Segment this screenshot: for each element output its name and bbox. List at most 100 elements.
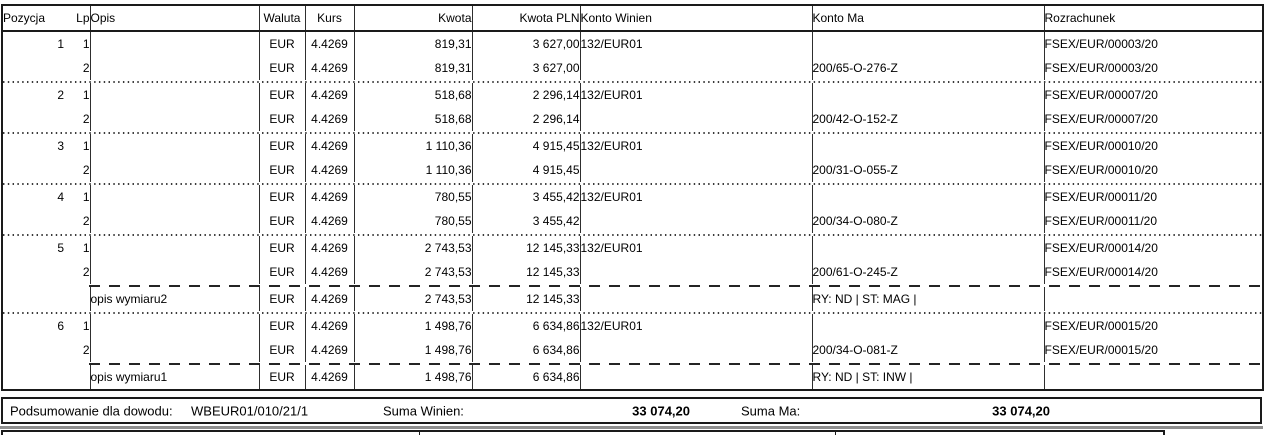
cell-waluta: EUR: [259, 338, 306, 362]
cell-rozrachunek: FSEX/EUR/00011/20: [1044, 214, 1158, 228]
cell-konto_ma: 200/61-O-245-Z: [812, 260, 1045, 284]
cell-konto_ma: 200/65-O-276-Z: [812, 56, 1045, 80]
cell-konto_ma: [812, 134, 1045, 158]
cell-kwota: 780,55: [354, 185, 473, 209]
cell-rozrachunek: FSEX/EUR/00011/20: [1044, 190, 1158, 204]
cell-waluta: EUR: [259, 287, 306, 311]
cell-kwota_pln: 3 455,42: [472, 185, 581, 209]
cell-rozrachunek: FSEX/EUR/00015/20: [1044, 343, 1158, 357]
cell-waluta: EUR: [259, 158, 306, 182]
cell-konto_winien: 132/EUR01: [580, 314, 813, 338]
cell-kwota_pln: 12 145,33: [472, 236, 581, 260]
cell-kurs: 4.4269: [305, 314, 355, 338]
cell-pozycja: 4: [57, 190, 64, 204]
cell-opis: [90, 134, 260, 158]
cell-waluta: EUR: [259, 365, 306, 390]
table-row: 5 1 EUR 4.4269 2 743,53 12 145,33 132/EUR01 FSE…: [2, 236, 1263, 260]
cell-kwota_pln: 2 296,14: [472, 83, 581, 107]
dashed-line: [89, 362, 1262, 365]
cell-pozycja: [2, 260, 64, 284]
cell-kurs: 4.4269: [305, 287, 355, 311]
cell-opis: [90, 185, 260, 209]
cell-kurs: 4.4269: [305, 158, 355, 182]
cell-pozycja: [2, 158, 64, 182]
cell-konto_ma: 200/34-O-081-Z: [812, 338, 1045, 362]
cell-waluta: EUR: [259, 260, 306, 284]
cell-rozrachunek: FSEX/EUR/00010/20: [1044, 163, 1158, 177]
cell-kwota: 2 743,53: [354, 287, 473, 311]
cell-kwota_pln: 6 634,86: [472, 338, 581, 362]
cell-opis: [90, 107, 260, 131]
cell-opis: [90, 314, 260, 338]
cell-konto_ma: [812, 314, 1045, 338]
dimension-separator: [2, 284, 1263, 287]
summary-shadow: [0, 426, 1263, 429]
summary-bar: Podsumowanie dla dowodu: WBEUR01/010/21/…: [1, 397, 1262, 424]
cell-pozycja: 5: [57, 241, 64, 255]
cell-pozycja: 3: [57, 139, 64, 153]
suma-ma-value: 33 074,20: [992, 403, 1050, 418]
next-section-partial: [1, 430, 1165, 435]
column-header-konto_winien: Konto Winien: [580, 5, 813, 32]
cell-lp: 2: [64, 56, 91, 80]
cell-lp: 1: [64, 134, 91, 158]
dotted-line: [3, 233, 1262, 236]
cell-opis: opis wymiaru1: [90, 365, 260, 390]
cell-lp: 1: [64, 185, 91, 209]
cell-kwota_pln: 12 145,33: [472, 287, 581, 311]
group-separator: [2, 182, 1263, 185]
group-separator: [2, 80, 1263, 83]
cell-kwota: 518,68: [354, 107, 473, 131]
cell-kwota: 1 498,76: [354, 338, 473, 362]
cell-lp: 1: [64, 31, 91, 56]
cell-konto_winien: [580, 209, 813, 233]
cell-kurs: 4.4269: [305, 338, 355, 362]
cell-kwota_pln: 4 915,45: [472, 134, 581, 158]
cell-kwota_pln: 12 145,33: [472, 260, 581, 284]
cell-konto_winien: [580, 107, 813, 131]
cell-rozrachunek: FSEX/EUR/00014/20: [1044, 265, 1158, 279]
cell-rozrachunek: FSEX/EUR/00007/20: [1044, 88, 1158, 102]
cell-rozrachunek: FSEX/EUR/00015/20: [1044, 319, 1158, 333]
cell-opis: [90, 56, 260, 80]
dimension-separator: [2, 362, 1263, 365]
cell-kwota_pln: 6 634,86: [472, 365, 581, 390]
cell-kwota_pln: 3 627,00: [472, 31, 581, 56]
cell-kwota_pln: 3 627,00: [472, 56, 581, 80]
cell-opis: [90, 31, 260, 56]
column-header-waluta: Waluta: [259, 5, 306, 32]
cell-kwota: 1 498,76: [354, 365, 473, 390]
table-row: 2 EUR 4.4269 780,55 3 455,42 200/34-O-080-Z FS…: [2, 209, 1263, 233]
table-row: 2 EUR 4.4269 819,31 3 627,00 200/65-O-276-Z FS…: [2, 56, 1263, 80]
cell-rozrachunek: FSEX/EUR/00003/20: [1044, 61, 1158, 75]
table-row: 2 EUR 4.4269 2 743,53 12 145,33 200/61-O-245-…: [2, 260, 1263, 284]
divider: [419, 432, 420, 435]
cell-opis: [90, 158, 260, 182]
cell-konto_ma: RY: ND | ST: MAG |: [812, 287, 1045, 311]
cell-kwota_pln: 3 455,42: [472, 209, 581, 233]
cell-kwota_pln: 6 634,86: [472, 314, 581, 338]
cell-kwota: 518,68: [354, 83, 473, 107]
cell-rozrachunek: FSEX/EUR/00003/20: [1044, 37, 1158, 51]
cell-waluta: EUR: [259, 56, 306, 80]
cell-waluta: EUR: [259, 314, 306, 338]
cell-rozrachunek: FSEX/EUR/00010/20: [1044, 139, 1158, 153]
cell-opis: [90, 83, 260, 107]
suma-winien-label: Suma Winien:: [383, 403, 464, 418]
cell-kwota: 819,31: [354, 56, 473, 80]
cell-konto_winien: [580, 158, 813, 182]
cell-lp: 2: [64, 260, 91, 284]
suma-ma-label: Suma Ma:: [741, 403, 801, 418]
cell-lp: 2: [64, 338, 91, 362]
cell-kurs: 4.4269: [305, 56, 355, 80]
dotted-line: [3, 80, 1262, 83]
document-number: WBEUR01/010/21/1: [191, 403, 309, 418]
cell-konto_winien: 132/EUR01: [580, 236, 813, 260]
cell-konto_winien: [580, 365, 813, 390]
cell-waluta: EUR: [259, 185, 306, 209]
cell-pozycja: [2, 287, 64, 311]
cell-opis: [90, 236, 260, 260]
cell-kurs: 4.4269: [305, 107, 355, 131]
cell-kurs: 4.4269: [305, 209, 355, 233]
